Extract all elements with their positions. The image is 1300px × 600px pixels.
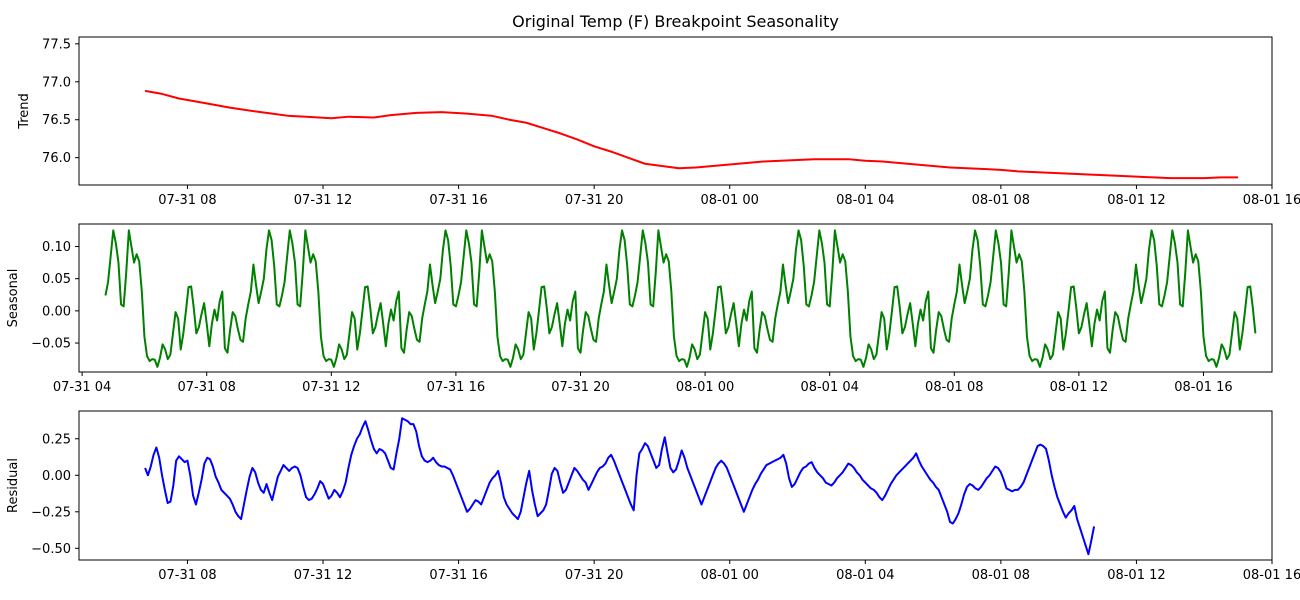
x-tick-label: 08-01 12: [1107, 568, 1165, 583]
x-tick-label: 07-31 12: [302, 380, 360, 395]
y-tick-label: −0.05: [31, 337, 71, 352]
x-tick-label: 08-01 08: [972, 193, 1030, 208]
seasonal-ylabel: Seasonal: [6, 269, 21, 328]
y-tick-label: 76.5: [42, 113, 71, 128]
x-tick-label: 07-31 08: [158, 193, 216, 208]
x-tick-label: 08-01 16: [1243, 193, 1300, 208]
x-tick-label: 08-01 00: [701, 193, 759, 208]
x-tick-label: 08-01 04: [836, 568, 894, 583]
x-tick-label: 08-01 12: [1107, 193, 1165, 208]
seasonal-axes-frame: [78, 223, 1273, 373]
y-tick-label: 0.00: [42, 304, 71, 319]
y-tick-label: −0.25: [31, 505, 71, 520]
y-tick-label: 77.5: [42, 37, 71, 52]
x-tick-label: 07-31 12: [294, 568, 352, 583]
x-tick-label: 07-31 12: [294, 193, 352, 208]
residual-panel: 07-31 08 07-31 12 07-31 16 07-31 20 08-01 00…: [6, 410, 1300, 583]
chart-title: Original Temp (F) Breakpoint Seasonality: [512, 12, 839, 31]
x-tick-label: 07-31 20: [565, 193, 623, 208]
y-tick-label: 0.05: [42, 272, 71, 287]
x-tick-label: 07-31 04: [53, 380, 111, 395]
x-tick-label: 07-31 08: [158, 568, 216, 583]
trend-ylabel: Trend: [17, 93, 32, 130]
y-tick-label: −0.50: [31, 542, 71, 557]
residual-series-line: [144, 417, 1096, 556]
x-tick-label: 08-01 00: [701, 568, 759, 583]
trend-axes-frame: [78, 36, 1273, 186]
x-tick-label: 07-31 08: [177, 380, 235, 395]
residual-axes-frame: [78, 410, 1273, 561]
y-tick-label: 0.10: [42, 240, 71, 255]
trend-series-line: [144, 89, 1239, 180]
residual-ylabel: Residual: [6, 458, 21, 513]
seasonal-series-line: [104, 229, 1257, 368]
seasonal-panel: 07-31 04 07-31 08 07-31 12 07-31 16 07-31 20…: [6, 223, 1273, 395]
x-tick-label: 07-31 16: [429, 568, 487, 583]
x-tick-label: 07-31 20: [551, 380, 609, 395]
x-tick-label: 08-01 16: [1174, 380, 1232, 395]
y-tick-label: 0.00: [42, 469, 71, 484]
x-tick-label: 07-31 20: [565, 568, 623, 583]
x-tick-label: 07-31 16: [427, 380, 485, 395]
trend-panel: 07-31 08 07-31 12 07-31 16 07-31 20 08-01 00…: [17, 36, 1300, 208]
x-tick-label: 08-01 04: [800, 380, 858, 395]
x-tick-label: 08-01 08: [972, 568, 1030, 583]
y-tick-label: 76.0: [42, 151, 71, 166]
x-tick-label: 08-01 08: [925, 380, 983, 395]
x-tick-label: 07-31 16: [429, 193, 487, 208]
x-tick-label: 08-01 04: [836, 193, 894, 208]
x-tick-label: 08-01 00: [676, 380, 734, 395]
x-tick-label: 08-01 12: [1050, 380, 1108, 395]
y-tick-label: 77.0: [42, 75, 71, 90]
x-tick-label: 08-01 16: [1243, 568, 1300, 583]
y-tick-label: 0.25: [42, 432, 71, 447]
